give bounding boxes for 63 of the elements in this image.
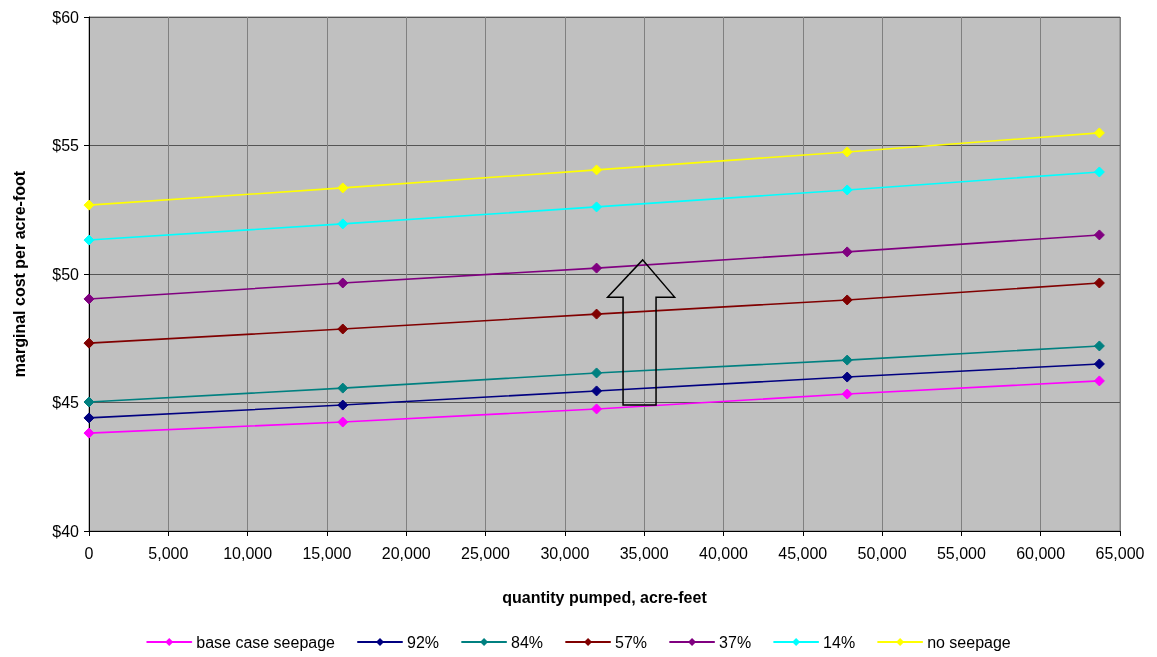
- point: [83, 199, 95, 211]
- point: [841, 146, 853, 158]
- point: [83, 427, 95, 439]
- x-tick-label: 5,000: [148, 544, 189, 562]
- point: [83, 234, 95, 246]
- point: [591, 403, 603, 415]
- x-tick-label: 35,000: [619, 544, 669, 562]
- x-tick-label: 40,000: [698, 544, 749, 562]
- point: [83, 337, 95, 349]
- legend-label: no seepage: [927, 633, 1011, 651]
- point: [841, 388, 853, 400]
- x-axis-title: quantity pumped, acre-feet: [502, 588, 708, 606]
- point: [337, 382, 349, 394]
- point: [83, 293, 95, 305]
- y-tick-label: $45: [52, 394, 80, 411]
- point: [337, 182, 349, 194]
- point: [841, 294, 853, 306]
- point: [591, 164, 603, 176]
- point: [337, 416, 349, 428]
- x-tick-label: 0: [84, 544, 94, 562]
- point: [83, 396, 95, 408]
- x-tick-label: 25,000: [461, 544, 511, 562]
- y-tick-label: $40: [52, 522, 80, 540]
- point: [841, 354, 853, 366]
- x-tick-label: 45,000: [778, 544, 828, 562]
- point: [591, 367, 603, 379]
- x-tick-label: 55,000: [936, 544, 986, 562]
- legend-label: 84%: [511, 633, 544, 651]
- x-tick-label: 50,000: [857, 544, 907, 562]
- y-tick-label: $55: [52, 137, 80, 154]
- point: [591, 262, 603, 274]
- y-axis-title: marginal cost per acre-foot: [10, 170, 28, 378]
- point: [337, 399, 349, 411]
- point: [83, 412, 95, 424]
- legend-label: base case seepage: [196, 633, 336, 651]
- point: [841, 371, 853, 383]
- y-tick-label: $50: [52, 265, 80, 283]
- x-tick-label: 60,000: [1016, 544, 1066, 562]
- point: [1093, 229, 1105, 241]
- point: [1093, 358, 1105, 370]
- point: [841, 246, 853, 258]
- point: [337, 323, 349, 335]
- legend-label: 57%: [615, 633, 648, 651]
- point: [1093, 375, 1105, 387]
- point: [1093, 277, 1105, 289]
- point: [337, 277, 349, 289]
- y-tick-label: $60: [52, 8, 80, 26]
- x-tick-label: 65,000: [1095, 544, 1145, 562]
- x-tick-label: 20,000: [381, 544, 431, 562]
- legend-label: 14%: [823, 633, 856, 651]
- point: [591, 308, 603, 320]
- point: [591, 201, 603, 213]
- legend-label: 37%: [719, 633, 752, 651]
- x-tick-label: 10,000: [223, 544, 273, 562]
- x-tick-label: 30,000: [540, 544, 590, 562]
- legend-label: 92%: [407, 633, 440, 651]
- point: [337, 218, 349, 230]
- point: [841, 184, 853, 196]
- x-tick-label: 15,000: [302, 544, 352, 562]
- point: [591, 385, 603, 397]
- point: [1093, 127, 1105, 139]
- point: [1093, 340, 1105, 352]
- point: [1093, 166, 1105, 178]
